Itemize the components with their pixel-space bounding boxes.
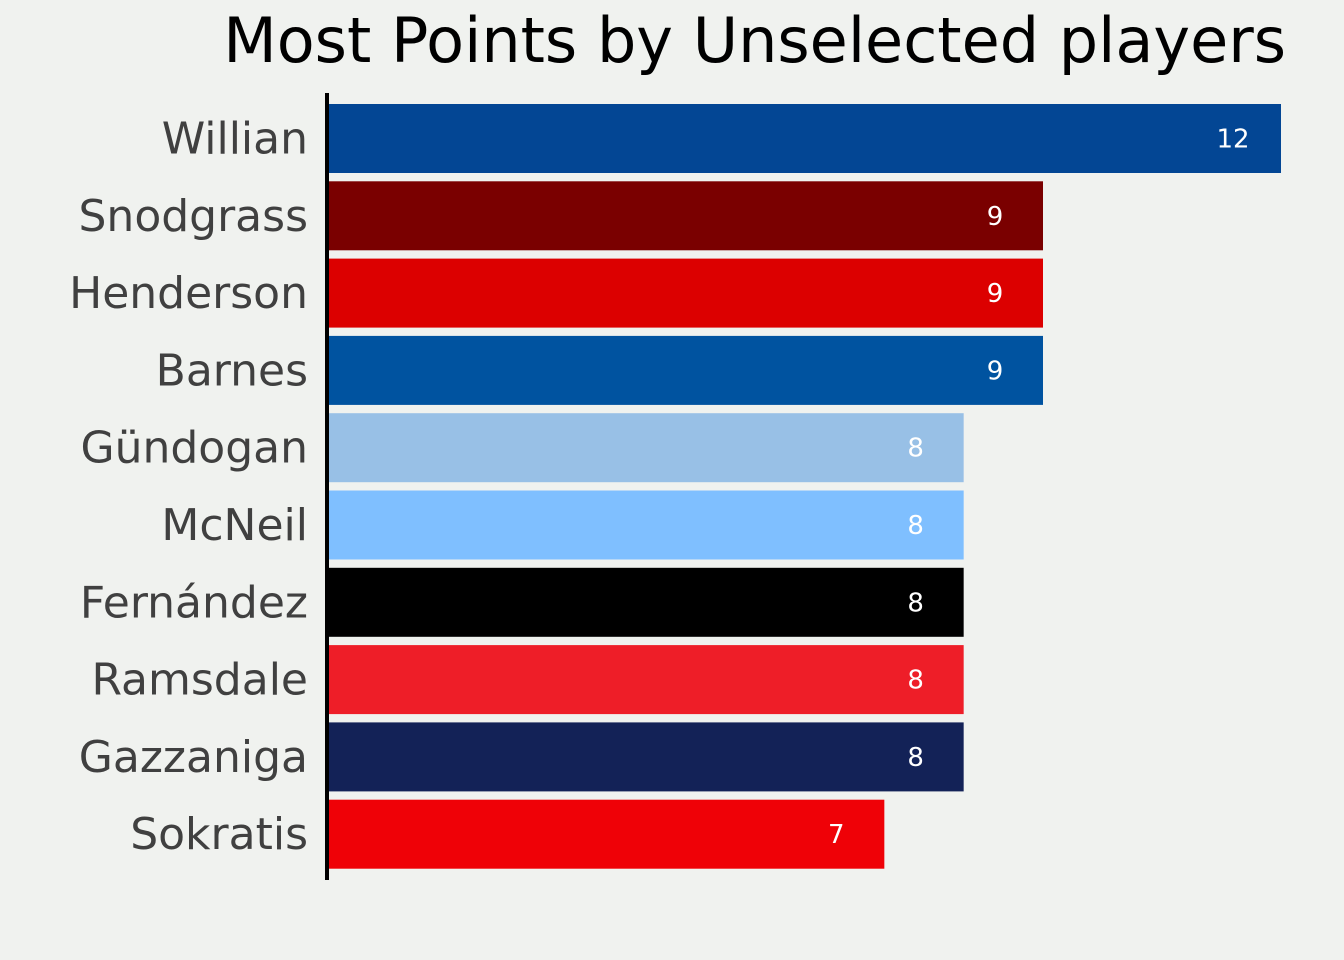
- data-label: 12: [1216, 125, 1249, 155]
- category-label: Barnes: [156, 345, 308, 396]
- category-label: Gündogan: [81, 423, 309, 474]
- data-label: 8: [907, 588, 924, 618]
- category-label: Henderson: [69, 268, 308, 319]
- chart-title: Most Points by Unselected players: [223, 4, 1286, 77]
- category-label: Gazzaniga: [79, 732, 308, 783]
- category-label: Snodgrass: [79, 191, 309, 242]
- bar: [329, 490, 964, 560]
- bar: [329, 799, 885, 869]
- data-label: 8: [907, 434, 924, 464]
- category-label: Fernández: [80, 577, 308, 628]
- data-label: 8: [907, 666, 924, 696]
- category-label: Ramsdale: [91, 655, 308, 706]
- bar: [329, 413, 964, 483]
- bar: [329, 645, 964, 715]
- category-label: McNeil: [161, 500, 308, 551]
- category-label: Sokratis: [130, 809, 308, 860]
- bar: [329, 567, 964, 637]
- bar: [329, 181, 1043, 251]
- category-label: Willian: [162, 114, 308, 165]
- data-label: 7: [828, 820, 845, 850]
- data-label: 9: [987, 279, 1004, 309]
- data-label: 8: [907, 743, 924, 773]
- bar: [329, 104, 1281, 173]
- bar: [329, 722, 964, 792]
- data-label: 8: [907, 511, 924, 541]
- bar: [329, 258, 1043, 328]
- bar: [329, 335, 1043, 405]
- data-label: 9: [987, 356, 1004, 386]
- data-label: 9: [987, 202, 1004, 232]
